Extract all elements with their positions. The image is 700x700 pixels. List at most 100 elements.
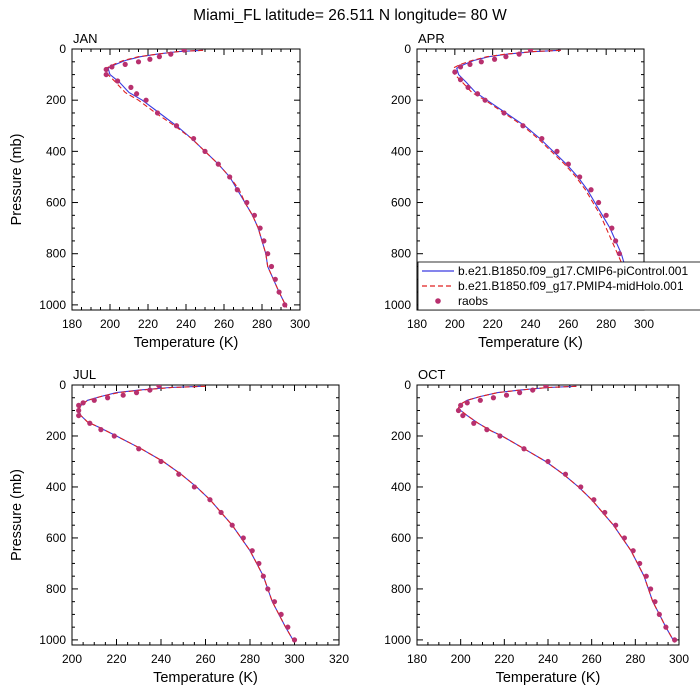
panel-jul-ytick-label: 1000: [39, 633, 66, 647]
panel-oct-raobs-point: [458, 402, 464, 408]
panel-jul-raobs-point: [271, 599, 278, 605]
panel-apr-xtick-label: 300: [634, 317, 654, 331]
panel-jul-ytick-label: 800: [46, 582, 66, 596]
panel-oct-raobs-point: [672, 637, 678, 643]
panel-jan-ytick-label: 200: [46, 93, 66, 107]
panel-jul-raobs-point: [136, 446, 142, 452]
panel-apr-raobs-point: [467, 61, 473, 67]
panel-oct-raobs-point: [545, 458, 551, 465]
panel-jan-raobs-point: [134, 91, 140, 97]
panel-oct-ytick-label: 0: [404, 378, 411, 392]
panel-jan-raobs-point: [143, 97, 149, 103]
panel-jul-label: JUL: [73, 367, 96, 382]
panel-jan-raobs-point: [257, 225, 263, 231]
panel-jan-frame: [71, 48, 301, 311]
panel-jan-raobs-point: [147, 56, 153, 62]
panel-oct-ytick-label: 800: [391, 582, 411, 596]
panel-jan-raobs-point: [276, 289, 282, 295]
panel-apr-ytick-label: 1000: [384, 298, 411, 312]
panel-jul-picontrol-line: [78, 385, 295, 643]
panel-jan-raobs-point: [244, 199, 250, 206]
panel-jan-raobs-point: [234, 187, 240, 193]
panel-oct-raobs-point: [477, 397, 483, 403]
panel-jan-raobs-point: [103, 71, 109, 78]
panel-jan-raobs-point: [261, 238, 267, 244]
panel-oct-raobs-point: [455, 407, 462, 414]
panel-jan-raobs-point: [268, 263, 275, 270]
panel-oct-xtick-label: 260: [582, 652, 602, 666]
panel-jul-xlabel: Temperature (K): [153, 670, 258, 686]
panel-jan-raobs-point: [215, 161, 221, 167]
panel-apr-raobs-point: [539, 135, 545, 142]
panel-oct-midholo-line: [457, 385, 676, 643]
panel-jul-raobs-point: [105, 395, 111, 401]
legend-entry-label: b.e21.B1850.f09_g17.PMIP4-midHolo.001: [458, 279, 684, 293]
panel-apr-raobs-point: [501, 110, 507, 116]
panel-oct-raobs-point: [562, 471, 569, 477]
panel-jan-xtick-label: 280: [252, 317, 272, 331]
panel-apr-raobs-point: [482, 97, 488, 103]
panel-oct-raobs-point: [484, 427, 490, 433]
panel-apr-raobs-point: [516, 51, 522, 57]
panel-jul-raobs-point: [207, 497, 213, 503]
panel-jul-xtick-label: 220: [106, 652, 126, 666]
panel-apr-raobs-point: [491, 56, 498, 62]
panel-jan-ytick-label: 800: [46, 247, 66, 261]
panel-jul-ytick-label: 600: [46, 531, 66, 545]
panel-apr-raobs-point: [527, 49, 534, 53]
panel-jul-raobs-point: [191, 484, 197, 490]
panel-oct-raobs-point: [652, 599, 658, 605]
panel-jan-xtick-label: 220: [138, 317, 158, 331]
panel-apr-raobs-point: [577, 174, 583, 180]
panel-jan-xtick-label: 200: [100, 317, 120, 331]
panel-jan-ytick-label: 600: [46, 196, 66, 210]
panel-jul-raobs-point: [256, 560, 262, 567]
panel-oct-ytick-label: 1000: [384, 633, 411, 647]
panel-apr-ytick-label: 400: [391, 144, 411, 158]
panel-oct-raobs-point: [464, 400, 470, 406]
panel-jan-raobs-point: [173, 123, 180, 129]
panel-jan-raobs-point: [265, 251, 271, 257]
panel-oct-xtick-label: 280: [625, 652, 645, 666]
panel-apr-raobs-point: [596, 199, 602, 206]
panel-jan-raobs-point: [128, 84, 134, 90]
panel-jan-xtick-label: 240: [176, 317, 196, 331]
panel-apr-ytick-label: 800: [391, 247, 411, 261]
panel-jul-raobs-point: [87, 420, 93, 426]
panel-jul-raobs-point: [133, 390, 140, 396]
panel-jan-midholo-line: [105, 49, 288, 308]
panel-oct-xtick-label: 300: [669, 652, 689, 666]
panel-jan-ytick-label: 0: [59, 42, 66, 56]
panel-apr-xtick-label: 240: [520, 317, 540, 331]
panel-apr-raobs-point: [474, 91, 481, 97]
panel-oct-picontrol-line: [457, 385, 676, 643]
panel-apr-xtick-label: 180: [407, 317, 427, 331]
panel-jul-raobs-point: [218, 509, 224, 516]
panel-jul-midholo-line: [78, 385, 295, 643]
panel-oct-raobs-point: [602, 509, 608, 516]
panel-apr-raobs-point: [554, 148, 560, 154]
panel-jul-raobs-point: [76, 412, 82, 419]
panel-oct-ytick-label: 600: [391, 531, 411, 545]
panel-apr-ytick-label: 200: [391, 93, 411, 107]
panel-apr-raobs-point: [478, 59, 484, 65]
panel-oct-raobs-point: [543, 385, 549, 389]
panel-jul-raobs-point: [278, 611, 284, 618]
panel-jan-raobs-point: [154, 110, 161, 116]
panel-oct-raobs-point: [517, 390, 523, 396]
panel-jul-raobs-point: [147, 387, 153, 393]
panel-jan-label: JAN: [73, 31, 98, 46]
panel-jan-raobs-point: [191, 135, 197, 142]
panel-apr-raobs-point: [588, 187, 594, 193]
panel-oct-raobs-point: [521, 446, 527, 452]
legend: b.e21.B1850.f09_g17.CMIP6-piControl.001b…: [417, 261, 700, 311]
panel-oct-raobs-point: [648, 586, 654, 592]
panel-jan-raobs-point: [135, 59, 142, 65]
panel-jan-xtick-label: 300: [290, 317, 310, 331]
panel-oct-raobs-point: [460, 412, 466, 419]
panel-apr-raobs-point: [603, 212, 609, 218]
panel-jan-xlabel: Temperature (K): [134, 335, 239, 351]
panel-jan: JAN 180 200 220 240 260 280 300 0 200 400 600 800 100…: [9, 31, 310, 351]
panel-jan-raobs-point: [115, 78, 121, 84]
